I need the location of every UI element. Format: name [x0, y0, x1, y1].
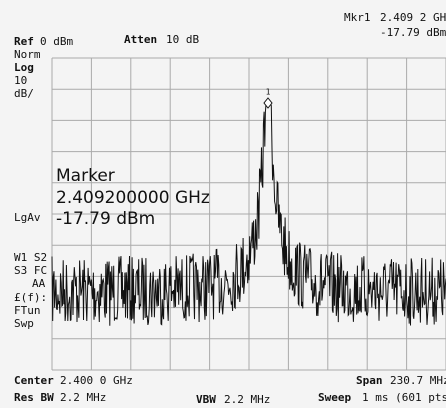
marker-diamond: [263, 97, 273, 109]
marker-number: 1: [266, 88, 271, 97]
atten-value: 10 dB: [166, 33, 199, 46]
rbw-value: 2.2 MHz: [60, 391, 106, 404]
center-label: Center: [14, 374, 54, 387]
s3fc: S3 FC: [14, 264, 47, 277]
ftun: FTun: [14, 304, 41, 317]
rbw-label: Res BW: [14, 391, 54, 404]
aa: AA: [32, 277, 46, 290]
atten-label: Atten: [124, 33, 157, 46]
norm: Norm: [14, 48, 41, 61]
center-value: 2.400 0 GHz: [60, 374, 133, 387]
scale-unit: dB/: [14, 87, 34, 100]
ref-value: 0 dBm: [40, 35, 73, 48]
w1s2: W1 S2: [14, 251, 47, 264]
mkr-level: -17.79 dBm: [380, 26, 446, 39]
ef: £(f):: [14, 291, 47, 304]
lgav: LgAv: [14, 211, 41, 224]
span-label: Span: [356, 374, 383, 387]
sweep-label: Sweep: [318, 391, 351, 404]
marker-level: -17.79 dBm: [56, 209, 155, 229]
marker-freq: 2.409200000 GHz: [56, 188, 210, 208]
mkr-freq: 2.409 2 GHz: [380, 11, 446, 24]
trace: [51, 102, 446, 326]
graticule: [51, 57, 446, 371]
marker-title: Marker: [56, 166, 115, 186]
vbw-value: 2.2 MHz: [224, 393, 270, 406]
log: Log: [14, 61, 34, 74]
ref-label: Ref: [14, 35, 34, 48]
mkr-label: Mkr1: [344, 11, 371, 24]
scale: 10: [14, 74, 27, 87]
sweep-value: 1 ms (601 pts): [362, 391, 446, 404]
swp: Swp: [14, 317, 34, 330]
span-value: 230.7 MHz: [390, 374, 446, 387]
vbw-label: VBW: [196, 393, 216, 406]
